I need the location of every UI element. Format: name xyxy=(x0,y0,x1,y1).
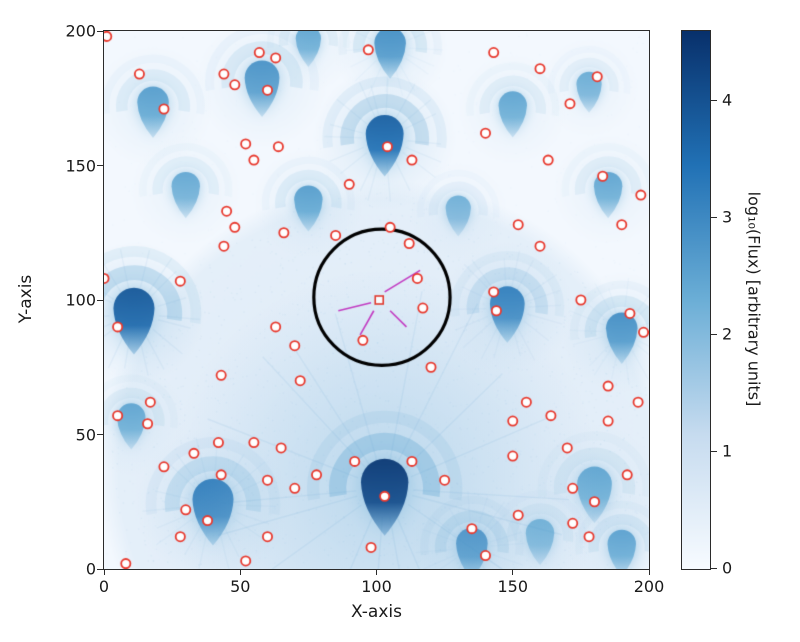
flux-map-canvas xyxy=(104,31,649,569)
colorbar-tick-mark xyxy=(711,333,717,335)
y-tick-mark xyxy=(97,299,103,301)
y-tick-label: 100 xyxy=(65,290,96,310)
y-tick-mark xyxy=(97,30,103,32)
x-tick-label: 50 xyxy=(230,577,251,596)
colorbar-tick-label: 0 xyxy=(722,558,733,578)
colorbar-label: log₁₀(Flux) [arbitrary units] xyxy=(744,191,764,407)
y-axis-label: Y-axis xyxy=(16,274,36,324)
x-tick-label: 0 xyxy=(98,577,110,596)
x-tick-mark xyxy=(103,569,105,575)
colorbar-tick-mark xyxy=(711,99,717,101)
x-tick-label: 100 xyxy=(361,577,392,596)
y-tick-label: 0 xyxy=(85,559,96,579)
x-tick-mark xyxy=(239,569,241,575)
plot-area xyxy=(103,30,650,570)
x-axis-label: X-axis xyxy=(351,602,402,622)
y-tick-mark xyxy=(97,568,103,570)
colorbar xyxy=(681,30,711,570)
colorbar-tick-label: 2 xyxy=(722,324,733,344)
colorbar-tick-mark xyxy=(711,450,717,452)
y-tick-label: 150 xyxy=(65,156,96,175)
x-tick-mark xyxy=(376,569,377,575)
y-tick-label: 50 xyxy=(75,425,96,444)
colorbar-tick-mark xyxy=(711,216,717,218)
x-tick-mark xyxy=(512,569,514,575)
colorbar-tick-label: 3 xyxy=(722,207,733,227)
colorbar-tick-label: 1 xyxy=(722,441,733,461)
y-tick-mark xyxy=(97,165,103,166)
x-tick-label: 150 xyxy=(497,577,529,596)
x-tick-label: 200 xyxy=(633,577,665,596)
colorbar-tick-mark xyxy=(711,567,717,569)
y-tick-label: 200 xyxy=(65,21,96,41)
colorbar-tick-label: 4 xyxy=(722,90,733,110)
x-tick-mark xyxy=(648,569,650,575)
y-tick-mark xyxy=(97,434,103,435)
